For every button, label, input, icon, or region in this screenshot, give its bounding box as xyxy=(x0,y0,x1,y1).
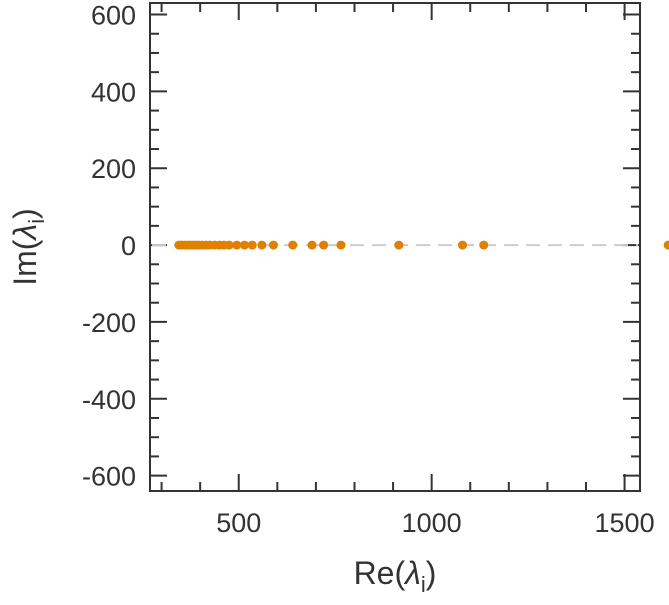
y-tick-label: 0 xyxy=(121,231,136,261)
data-point xyxy=(224,240,234,250)
y-tick-label: -600 xyxy=(82,462,136,492)
plot-frame xyxy=(149,2,641,492)
data-point xyxy=(288,240,298,250)
data-point xyxy=(336,240,346,250)
minor-ticks xyxy=(150,3,640,491)
y-tick-label: 200 xyxy=(91,154,136,184)
x-tick-label: 500 xyxy=(216,508,261,538)
data-point xyxy=(663,240,669,250)
y-tick-label: 400 xyxy=(91,77,136,107)
data-point xyxy=(319,240,329,250)
data-point xyxy=(257,240,267,250)
x-tick-label: 1000 xyxy=(402,508,462,538)
data-points xyxy=(174,240,669,250)
x-tick-labels: 500 1000 1500 xyxy=(216,508,654,538)
y-tick-label: -400 xyxy=(82,385,136,415)
y-axis-label: Im(λi) xyxy=(7,208,49,286)
data-point xyxy=(307,240,317,250)
x-axis-label: Re(λi) xyxy=(354,555,437,597)
data-point xyxy=(394,240,404,250)
y-tick-labels: 600 400 200 0 -200 -400 -600 xyxy=(82,1,136,492)
data-point xyxy=(240,240,250,250)
data-point xyxy=(458,240,468,250)
data-point xyxy=(479,240,489,250)
y-tick-label: -200 xyxy=(82,308,136,338)
y-tick-label: 600 xyxy=(91,1,136,31)
data-point xyxy=(247,240,257,250)
data-point xyxy=(232,240,242,250)
x-tick-label: 1500 xyxy=(595,508,655,538)
data-point xyxy=(268,240,278,250)
